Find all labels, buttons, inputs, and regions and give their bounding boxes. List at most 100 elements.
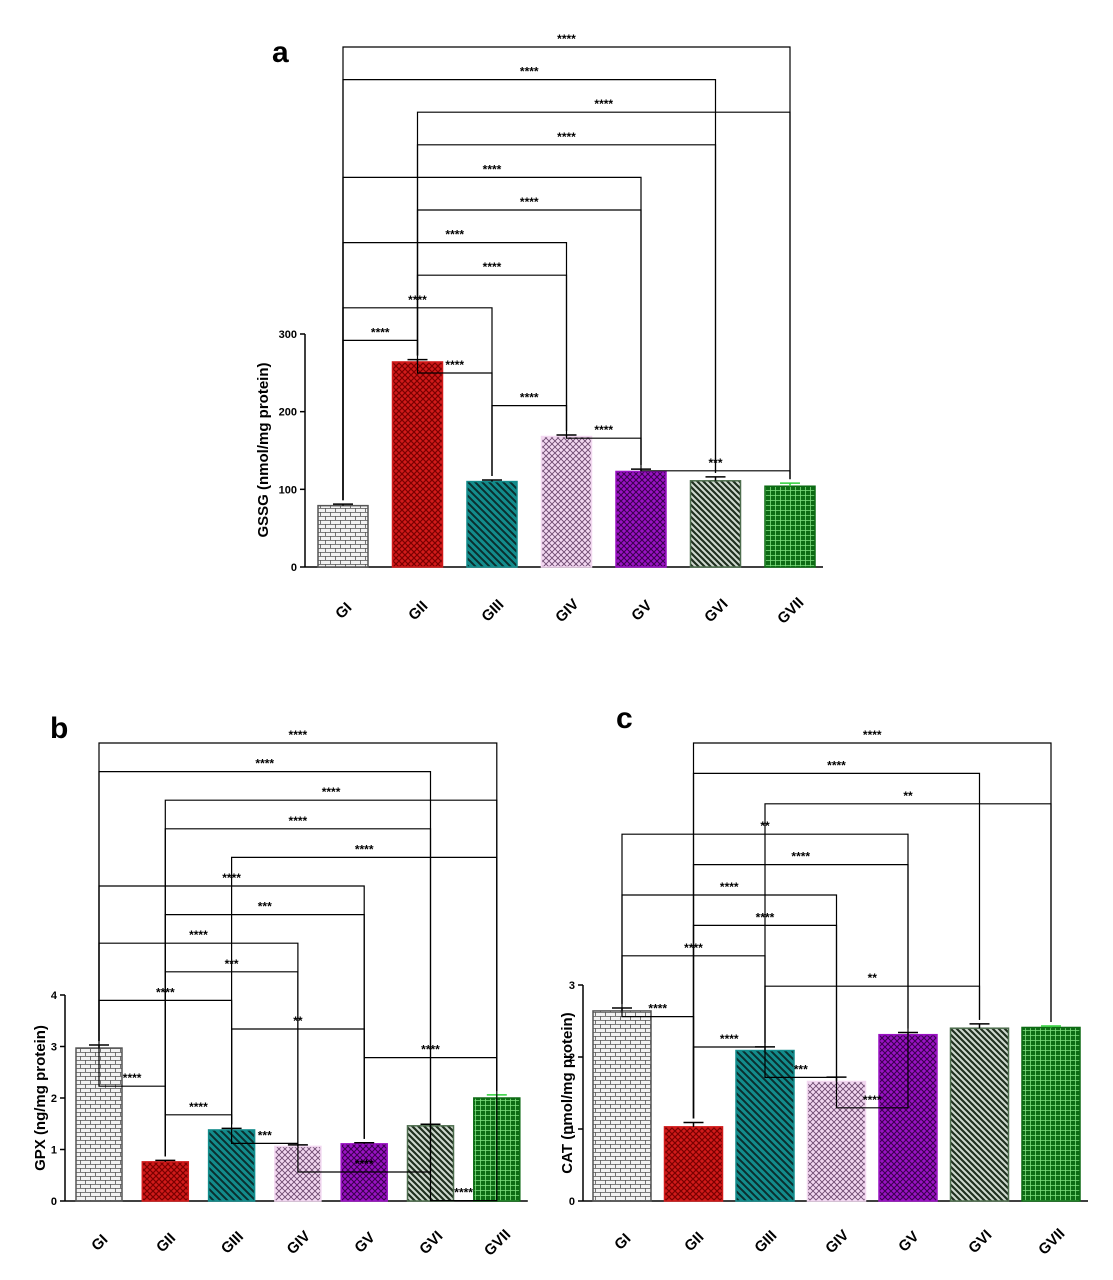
significance-label: **** [255,757,274,771]
significance-bracket [164,914,365,1157]
y-tick-label: 0 [51,1196,57,1208]
significance-label: ** [760,819,770,833]
significance-label: ** [293,1014,303,1028]
x-tick-label: GIII [751,1227,780,1256]
y-tick-label: 300 [279,329,297,341]
significance-label: ** [868,971,878,985]
y-tick-label: 3 [51,1042,57,1054]
significance-label: **** [355,842,374,856]
significance-bracket [342,339,419,501]
bar-gv [615,470,667,568]
significance-label: **** [445,228,464,242]
significance-label: **** [520,195,539,209]
significance-label: **** [156,985,175,999]
error-bar-gii [155,1159,176,1162]
error-bar-gvii [780,482,800,487]
significance-label: **** [189,1100,208,1114]
significance-label: **** [289,814,308,828]
significance-label: **** [454,1186,473,1200]
significance-label: **** [557,32,576,46]
x-tick-label: GV [351,1229,378,1256]
significance-label: **** [648,1002,667,1016]
significance-bracket [640,465,791,480]
significance-bracket [164,799,498,1157]
significance-bracket [764,803,1052,1043]
y-axis-label: CAT (nmol/mg protein) [559,1012,576,1173]
significance-bracket [764,985,981,1043]
x-tick-label: GVI [416,1228,446,1258]
significance-label: **** [371,325,390,339]
x-tick-label: GII [681,1229,707,1255]
significance-bracket [565,430,642,466]
significance-label: **** [322,785,341,799]
panel-letter: b [50,712,68,745]
x-tick-label: GV [628,597,655,624]
significance-label: **** [863,728,882,742]
significance-label: **** [594,423,613,437]
significance-label: **** [483,162,502,176]
significance-label: **** [594,97,613,111]
y-axis-label: GPX (ng/mg protein) [32,1025,49,1171]
error-bar-gv [354,1142,375,1144]
bar-gvii [764,485,816,568]
y-tick-label: 0 [569,1196,575,1208]
x-tick-label: GIV [552,596,582,626]
significance-bracket [491,405,568,477]
x-tick-label: GVI [701,596,731,626]
significance-label: *** [708,456,722,470]
x-tick-label: GV [895,1228,922,1255]
significance-label: **** [408,293,427,307]
y-tick-label: 200 [279,407,297,419]
x-tick-label: GVII [1035,1225,1068,1258]
y-tick-label: 1 [569,1124,575,1136]
bar-giii [466,480,518,568]
significance-label: **** [123,1071,142,1085]
significance-label: **** [520,391,539,405]
chart-panel-a: a 0 100 200 300 GSSG (nmol/mg protein) GI GII GI… [255,32,823,627]
significance-label: **** [445,358,464,372]
significance-label: *** [258,1128,272,1142]
significance-label: **** [222,871,241,885]
x-tick-label: GI [332,599,355,622]
significance-label: **** [421,1043,440,1057]
x-tick-label: GIII [478,596,507,625]
significance-label: *** [225,957,239,971]
significance-bracket [363,1057,498,1139]
bar-gi [592,1010,652,1202]
significance-bracket [164,1114,233,1157]
error-bar-gvi [705,476,726,481]
x-tick-label: GI [88,1231,111,1254]
significance-label: *** [794,1062,808,1076]
bar-gvi [689,480,742,568]
significance-label: *** [258,900,272,914]
x-tick-label: GI [611,1230,634,1253]
significance-label: **** [520,65,539,79]
chart-panel-c: c 0 1 2 3 CAT (nmol/mg protein) GI GII GIII GIV GV… [559,702,1088,1258]
significance-label: **** [720,880,739,894]
significance-bracket [429,1090,498,1202]
significance-label: ** [903,789,913,803]
y-tick-label: 0 [291,562,297,574]
significance-label: **** [684,941,703,955]
significance-label: **** [557,130,576,144]
error-bar-gi [333,503,353,506]
y-tick-label: 3 [569,980,575,992]
significance-label: **** [827,758,846,772]
chart-panel-b: b 0 1 2 3 4 GPX (ng/mg protein) GI GII GIII GIV GV G… [32,712,528,1259]
x-tick-label: GVII [774,594,807,627]
significance-label: **** [189,928,208,942]
x-tick-label: GIII [218,1228,247,1257]
significance-label: **** [720,1032,739,1046]
significance-bracket [231,856,498,1125]
significance-label: **** [791,850,810,864]
bar-gii [663,1126,724,1202]
significance-bracket [416,274,568,431]
panel-letter: a [272,36,289,69]
y-tick-label: 4 [51,990,58,1002]
bar-gvii [1021,1026,1081,1202]
bar-gii [141,1161,190,1202]
significance-bracket [835,1028,909,1109]
error-bar-giii [482,479,502,482]
bar-gii [391,361,444,568]
